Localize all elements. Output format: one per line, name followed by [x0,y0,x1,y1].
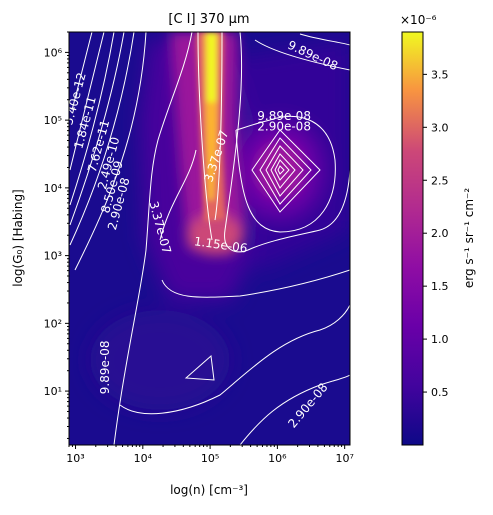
contour-line [235,115,336,233]
contour-line [265,145,304,197]
y-axis: 10¹ 10² 10³ 10⁴ 10⁵ 10⁶ [44,31,69,439]
contour-line [254,39,350,71]
contour-line [113,32,193,445]
contour-line [119,304,350,415]
colorbar-tick-label: 3.5 [431,68,449,81]
contour-line [71,32,93,111]
colorbar-tick-label: 3.0 [431,121,449,134]
contour-line [277,165,285,175]
heatmap [69,32,350,445]
contour-line [161,269,350,298]
chart-title: [C I] 370 μm [168,12,249,27]
colorbar-tick-label: 1.0 [431,333,449,346]
contour-line [184,355,215,381]
x-axis: 10³ 10⁴ 10⁵ 10⁶ 10⁷ [66,445,354,465]
heat-lower-left [90,310,230,410]
contour-line [69,32,125,226]
heat-ridge-base [187,215,243,255]
contour-label-layer: 9.89e-089.89e-082.90e-083.37e-071.15e-06… [61,38,340,431]
y-tick-label: 10² [44,317,62,330]
x-tick-label: 10³ [66,452,84,465]
colorbar-axis: 0.5 1.0 1.5 2.0 2.5 3.0 3.5 [423,68,449,399]
contour-line [69,32,115,206]
colorbar-tick-label: 0.5 [431,386,449,399]
contour-line [274,159,290,181]
y-tick-label: 10⁵ [44,114,62,127]
contour-line [299,33,350,46]
y-tick-label: 10³ [44,250,62,263]
contour-label: 9.89e-08 [98,341,112,395]
contour-lines [69,32,350,445]
contour-line [197,32,213,241]
heat-peak [207,32,216,102]
contour-label: 9.89e-08 [257,109,311,123]
heat-secondary-core [255,142,305,198]
y-tick-label: 10⁶ [44,46,63,59]
colorbar-tick-label: 1.5 [431,280,449,293]
contour-line [239,374,350,445]
colorbar-label: erg s⁻¹ sr⁻¹ cm⁻² [462,188,476,289]
colorbar [401,31,424,446]
contour-line [224,32,350,253]
x-tick-label: 10⁷ [335,452,353,465]
contour-line [259,137,312,205]
y-tick-label: 10¹ [44,385,62,398]
y-tick-label: 10⁴ [44,182,63,195]
x-tick-label: 10⁵ [201,452,219,465]
x-tick-label: 10⁴ [134,452,153,465]
contour-label: 2.90e-08 [257,119,311,133]
contour-line [74,32,147,271]
colorbar-multiplier: ×10⁻⁶ [400,13,437,27]
x-tick-label: 10⁶ [268,452,287,465]
colorbar-tick-label: 2.5 [431,174,449,187]
contour-line [270,153,296,189]
contour-line [251,129,321,213]
contour-line [159,149,197,241]
y-axis-label: log(G₀) [Habing] [11,189,25,287]
contour-line [69,32,135,246]
plot-frame [68,31,351,446]
contour-line [69,32,105,171]
colorbar-tick-label: 2.0 [431,227,449,240]
x-axis-label: log(n) [cm⁻³] [170,483,248,497]
contour-line [214,32,223,221]
